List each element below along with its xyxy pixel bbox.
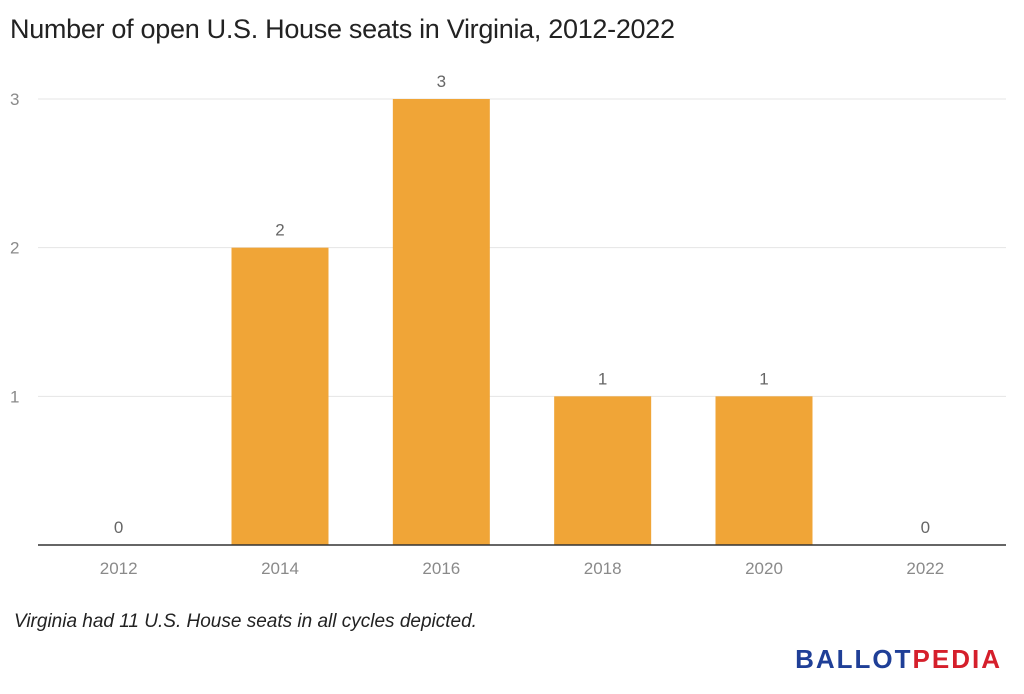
- ballotpedia-logo: BALLOTPEDIA: [795, 644, 1002, 675]
- y-tick-label: 2: [10, 239, 19, 258]
- x-tick-label: 2016: [422, 559, 460, 578]
- y-tick-label: 1: [10, 387, 19, 406]
- bar: [554, 396, 652, 545]
- y-tick-label: 3: [10, 90, 19, 109]
- bar: [392, 99, 490, 545]
- bar: [231, 247, 329, 545]
- bar: [715, 396, 813, 545]
- x-tick-label: 2022: [906, 559, 944, 578]
- logo-part2: PEDIA: [912, 644, 1002, 674]
- logo-part1: BALLOT: [795, 644, 913, 674]
- data-label: 3: [437, 72, 446, 91]
- chart-footnote: Virginia had 11 U.S. House seats in all …: [14, 611, 477, 632]
- data-label: 0: [114, 518, 123, 537]
- x-tick-label: 2018: [584, 559, 622, 578]
- x-tick-label: 2014: [261, 559, 299, 578]
- data-label: 1: [598, 369, 607, 388]
- x-tick-label: 2012: [100, 559, 138, 578]
- chart-title: Number of open U.S. House seats in Virgi…: [10, 14, 675, 44]
- data-label: 0: [921, 518, 930, 537]
- data-label: 1: [759, 369, 768, 388]
- x-tick-label: 2020: [745, 559, 783, 578]
- data-label: 2: [275, 221, 284, 240]
